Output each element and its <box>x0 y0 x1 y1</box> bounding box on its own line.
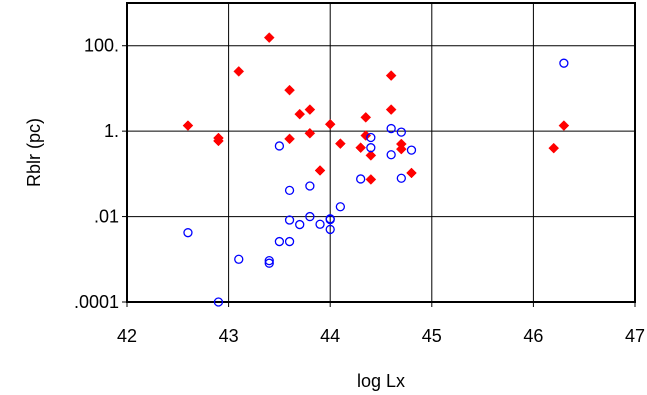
data-point-diamond <box>284 84 295 96</box>
data-point-circle <box>325 214 335 225</box>
data-point-diamond <box>314 165 326 176</box>
data-point-diamond <box>304 104 316 115</box>
data-point-circle <box>305 181 315 191</box>
data-point-circle <box>325 224 335 235</box>
y-tick-label: .0001 <box>74 292 119 312</box>
data-point-circle <box>386 123 396 134</box>
data-point-circle <box>315 219 325 229</box>
data-point-diamond <box>548 142 560 154</box>
data-point-circle <box>559 58 569 68</box>
data-point-circle <box>213 297 224 307</box>
grid-lines <box>127 3 635 302</box>
data-point-diamond <box>385 70 397 81</box>
data-point-circle <box>366 143 376 153</box>
data-point-diamond <box>395 143 407 155</box>
data-point-diamond <box>360 130 372 141</box>
data-point-circle <box>284 185 295 196</box>
data-point-circle <box>264 258 274 268</box>
data-point-diamond <box>233 66 245 77</box>
data-point-diamond <box>263 32 275 43</box>
data-point-diamond <box>335 138 346 149</box>
data-point-circle <box>284 236 295 247</box>
y-axis-label: Rblr (pc) <box>24 118 44 187</box>
data-point-diamond <box>360 112 372 123</box>
data-point-circle <box>264 255 274 266</box>
y-tick-label: .01 <box>94 207 119 227</box>
plot-frame <box>126 2 636 303</box>
data-points <box>182 32 570 307</box>
data-point-circle <box>234 254 244 264</box>
y-axis-ticks: .0001 .01 1. 100. <box>74 36 127 312</box>
x-axis-ticks: 42 43 44 45 46 47 <box>117 302 645 346</box>
data-point-diamond <box>304 127 316 139</box>
data-point-circle <box>396 127 406 137</box>
data-point-circle <box>335 202 346 212</box>
x-tick-label: 47 <box>625 326 645 346</box>
data-point-diamond <box>406 167 417 179</box>
data-point-circle <box>284 215 295 225</box>
data-point-diamond <box>365 150 377 161</box>
data-point-circle <box>183 228 193 238</box>
data-point-circle <box>386 150 396 160</box>
x-tick-label: 44 <box>320 326 340 346</box>
y-tick-label: 1. <box>104 121 119 141</box>
data-point-circle <box>406 145 417 155</box>
x-tick-label: 43 <box>219 326 239 346</box>
data-point-circle <box>366 132 376 143</box>
data-point-diamond <box>355 142 367 154</box>
x-tick-label: 45 <box>422 326 442 346</box>
data-point-diamond <box>294 108 306 120</box>
data-point-diamond <box>182 120 194 131</box>
data-point-diamond <box>284 133 295 145</box>
data-point-circle <box>356 174 366 184</box>
x-axis-label: log Lx <box>357 371 405 391</box>
y-tick-label: 100. <box>84 36 119 56</box>
data-point-diamond <box>558 120 570 131</box>
data-point-circle <box>295 219 305 230</box>
data-point-circle <box>274 141 285 151</box>
x-tick-label: 42 <box>117 326 137 346</box>
x-tick-label: 46 <box>523 326 543 346</box>
data-point-diamond <box>385 104 397 115</box>
data-point-circle <box>274 236 285 247</box>
data-point-diamond <box>324 118 336 130</box>
data-point-diamond <box>365 174 377 185</box>
data-point-diamond <box>213 135 224 147</box>
data-point-circle <box>305 211 315 222</box>
data-point-circle <box>396 173 406 183</box>
